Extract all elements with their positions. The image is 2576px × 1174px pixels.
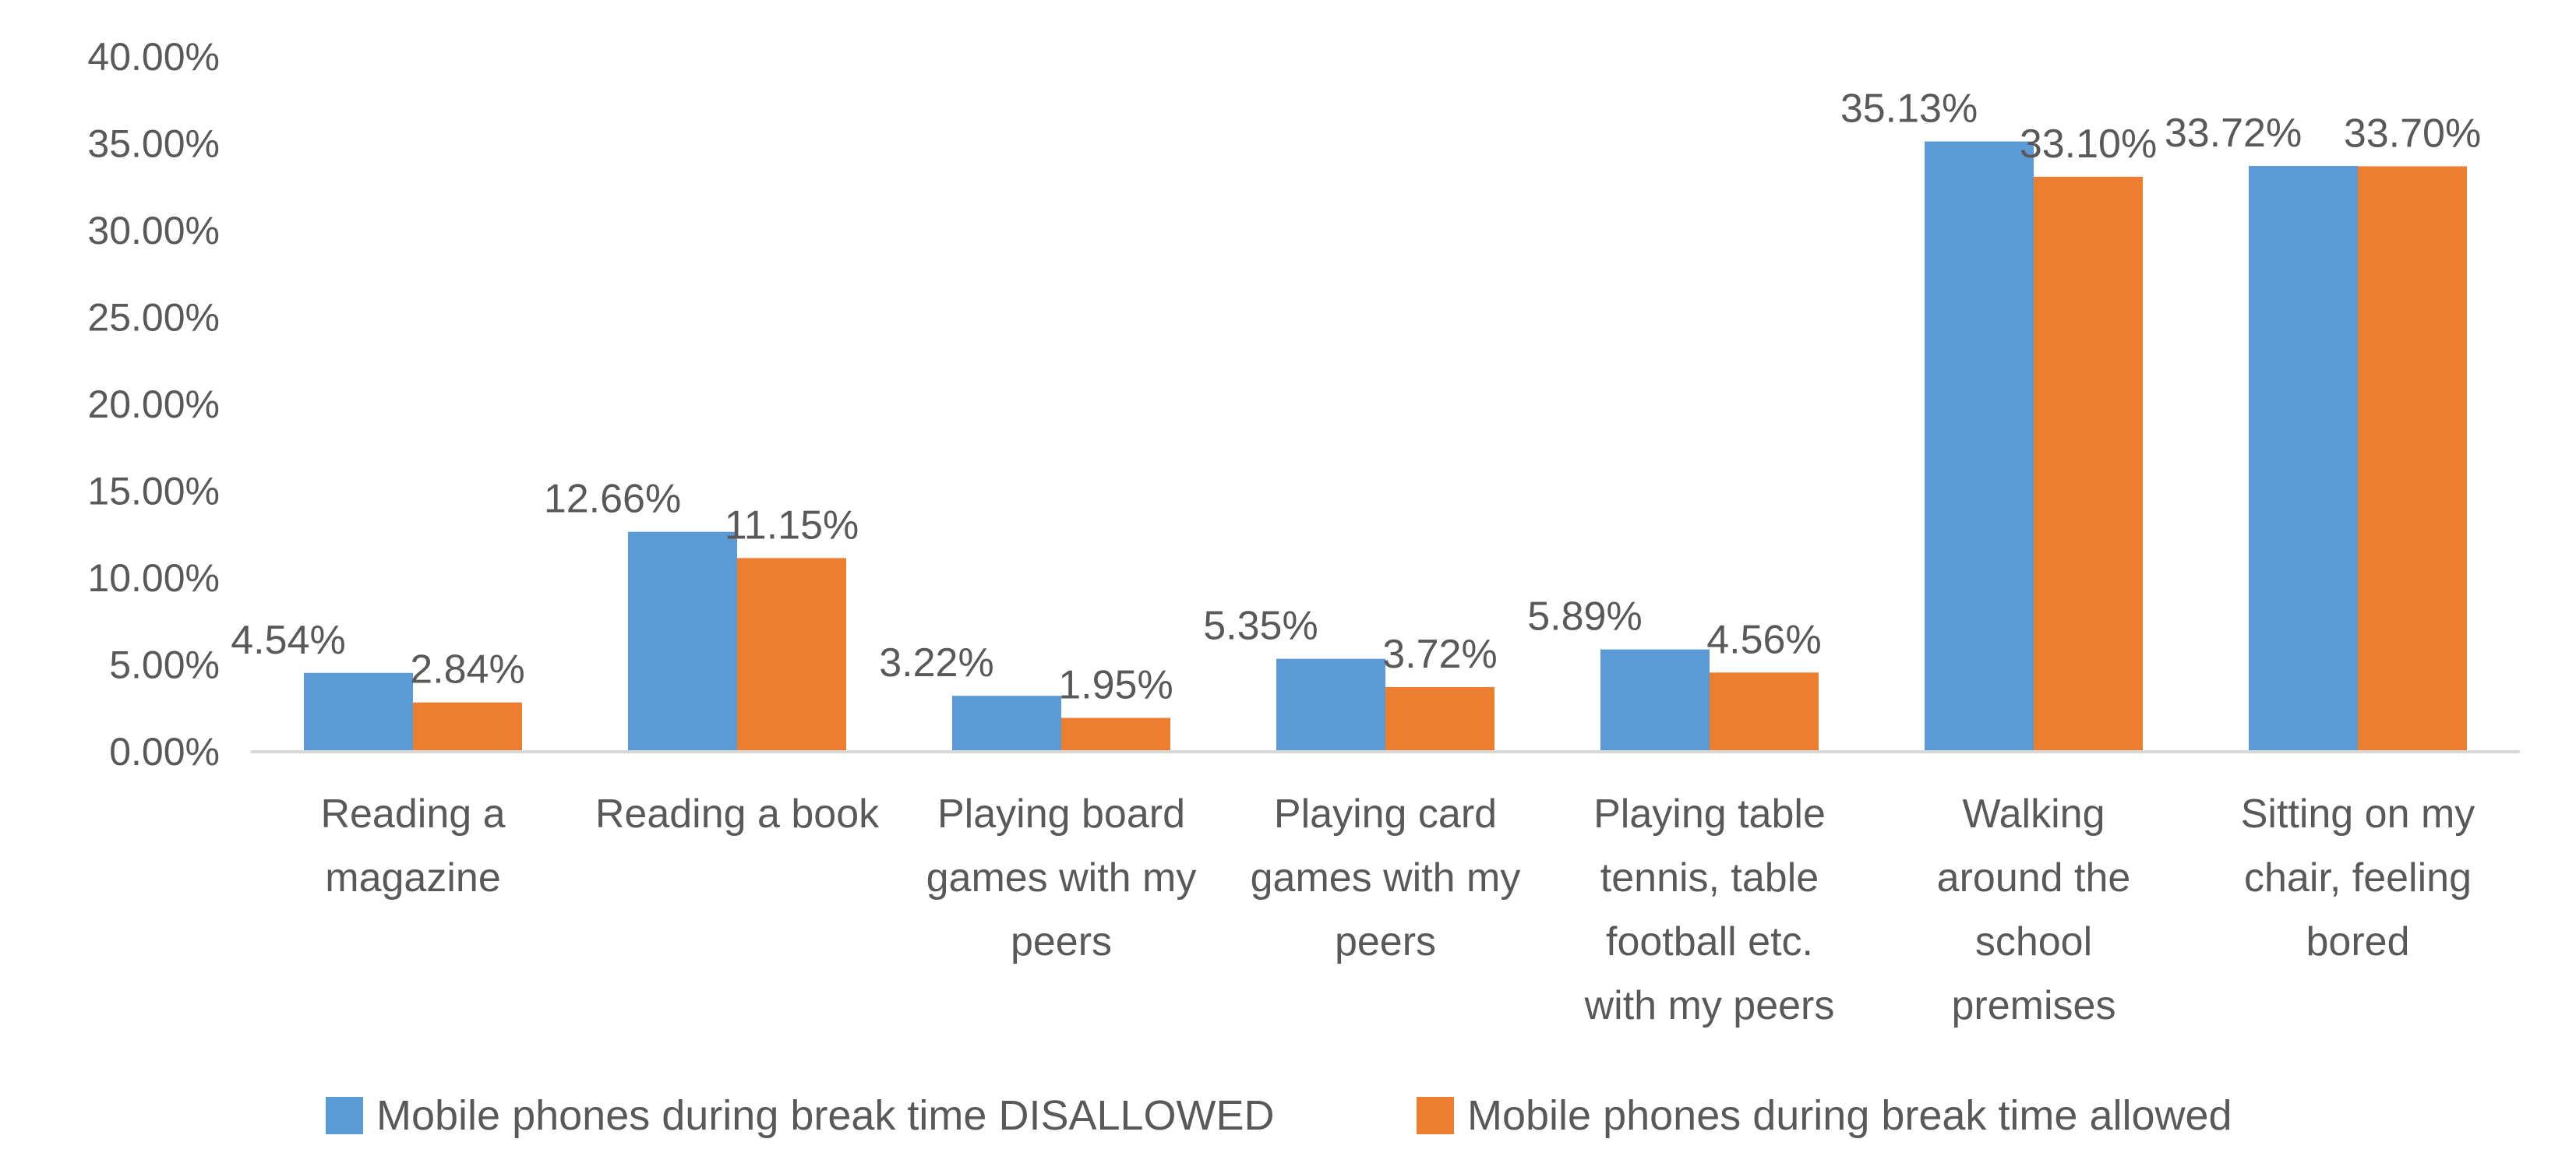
data-label: 33.70% [2344,111,2481,156]
bar-allowed [2358,166,2467,753]
legend-label: Mobile phones during break time DISALLOW… [376,1092,1275,1139]
x-tick-label: Sitting on my chair, feeling bored [2241,791,2475,964]
data-label: 5.35% [1203,604,1318,649]
bar-allowed [413,702,522,752]
data-label: 4.54% [231,618,345,663]
x-tick-label-line: Sitting on my [2241,791,2475,837]
legend-label: Mobile phones during break time allowed [1467,1092,2232,1139]
data-label: 5.89% [1527,594,1642,640]
x-tick-label-line: chair, feeling [2244,855,2472,901]
y-tick-label: 40.00% [87,35,220,79]
y-axis: 0.00% 5.00% 10.00% 15.00% 20.00% 25.00% 30.00%… [87,35,220,774]
x-tick-label-line: school [1975,919,2092,964]
x-axis: Reading a magazine Reading a book Playing b… [320,791,2475,1028]
x-tick-label-line: tennis, table [1600,855,1819,901]
data-label: 33.10% [2020,122,2157,167]
x-tick-label-line: Playing table [1593,791,1826,837]
x-tick-label-line: with my peers [1584,983,1835,1028]
legend-swatch-allowed [1417,1097,1454,1134]
bar-disallowed [1276,658,1385,752]
x-tick-label-line: football etc. [1606,919,1813,964]
data-label: 1.95% [1058,663,1173,708]
y-tick-label: 20.00% [87,383,220,426]
y-tick-label: 0.00% [109,730,220,774]
bar-allowed [1710,672,1819,752]
bar-disallowed [2249,166,2358,752]
bar-allowed [2034,176,2143,752]
bar-disallowed [1925,141,2034,752]
x-tick-label-line: peers [1011,919,1112,964]
bar-allowed [737,558,846,752]
bar-disallowed [304,672,413,752]
x-tick-label-line: games with my [1251,855,1521,901]
x-tick-label-line: Playing board [937,791,1185,837]
data-label: 11.15% [725,502,859,548]
bar-disallowed [952,696,1061,752]
y-tick-label: 5.00% [109,643,220,687]
x-tick-label-line: peers [1335,919,1436,964]
data-labels: 4.54% 2.84% 12.66% 11.15% 3.22% 1.95% 5.35% 3.7… [231,86,2481,708]
bars [304,141,2467,753]
x-tick-label: Reading a book [595,791,880,837]
x-tick-label-line: premises [1952,983,2116,1028]
x-tick-label: Playing card games with my peers [1251,791,1521,964]
y-tick-label: 35.00% [87,122,220,166]
y-tick-label: 30.00% [87,209,220,252]
y-tick-label: 10.00% [87,556,220,600]
x-tick-label-line: Reading a [320,791,505,837]
x-tick-label-line: around the [1937,855,2131,901]
data-label: 33.72% [2165,111,2302,156]
legend-swatch-disallowed [326,1097,363,1134]
data-label: 12.66% [544,477,681,522]
x-tick-label-line: magazine [325,855,500,901]
x-tick-label-line: Walking [1962,791,2105,837]
x-tick-label-line: Reading a book [595,791,880,837]
data-label: 2.84% [410,647,524,693]
bar-allowed [1061,717,1170,752]
x-tick-label: Playing table tennis, table football etc. w… [1584,791,1835,1028]
x-tick-label: Reading a magazine [320,791,505,901]
x-tick-label: Playing board games with my peers [926,791,1197,964]
legend: Mobile phones during break time DISALLOW… [326,1092,2232,1139]
data-label: 4.56% [1706,617,1821,662]
bar-allowed [1385,687,1494,752]
bar-disallowed [1600,649,1710,752]
x-tick-label-line: Playing card [1274,791,1497,837]
x-tick-label: Walking around the school premises [1937,791,2131,1028]
y-tick-label: 25.00% [87,296,220,340]
x-tick-label-line: games with my [926,855,1197,901]
y-tick-label: 15.00% [87,470,220,513]
data-label: 35.13% [1840,86,1978,132]
bar-disallowed [628,531,737,752]
data-label: 3.22% [879,640,993,686]
x-tick-label-line: bored [2306,919,2410,964]
data-label: 3.72% [1382,632,1497,677]
